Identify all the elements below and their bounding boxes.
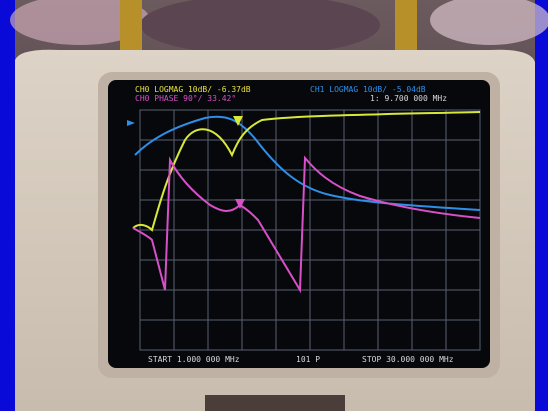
marker-label: 1: 9.700 000 MHz xyxy=(370,94,447,103)
photo: CH0 LOGMAG 10dB/ -6.37dB CH0 PHASE 90°/ … xyxy=(0,0,548,411)
trace-label: CH0 PHASE 90°/ 33.42° xyxy=(135,94,236,103)
stop-label: STOP 30.000 000 MHz xyxy=(362,355,454,364)
trace-label: CH1 LOGMAG 10dB/ -5.04dB xyxy=(310,85,426,94)
connector xyxy=(120,0,142,55)
connector xyxy=(395,0,417,55)
screen xyxy=(108,80,490,368)
housing-slot xyxy=(205,395,345,411)
start-label: START 1.000 000 MHz xyxy=(148,355,240,364)
points-label: 101 P xyxy=(296,355,320,364)
trace-label: CH0 LOGMAG 10dB/ -6.37dB xyxy=(135,85,251,94)
